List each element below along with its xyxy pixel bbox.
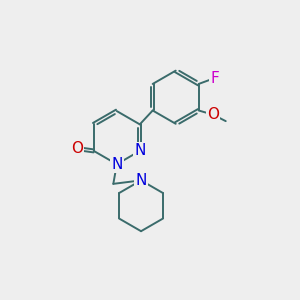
Text: N: N xyxy=(134,143,146,158)
Text: O: O xyxy=(207,107,219,122)
Text: O: O xyxy=(71,141,83,156)
Text: N: N xyxy=(135,173,147,188)
Text: F: F xyxy=(210,71,219,86)
Text: N: N xyxy=(111,157,122,172)
